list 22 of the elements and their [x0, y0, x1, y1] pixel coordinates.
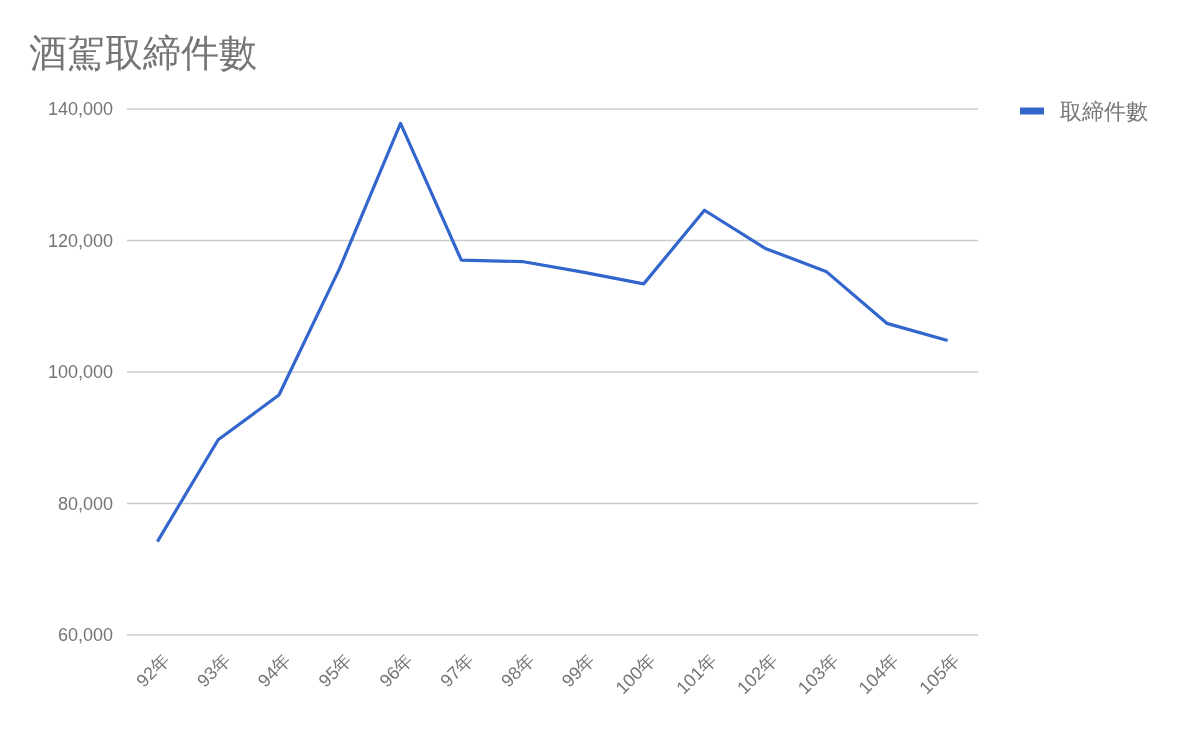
x-tick-label: 99年: [557, 649, 599, 691]
title: 酒駕取締件數: [29, 32, 257, 74]
x-tick-label: 105年: [915, 649, 964, 699]
x-tick-label: 92年: [132, 649, 174, 691]
x-tick-label: 96年: [375, 649, 417, 691]
x-tick-label: 98年: [497, 649, 539, 691]
x-tick-label: 100年: [611, 649, 660, 699]
x-tick-label: 97年: [436, 649, 478, 691]
x-tick-label: 103年: [793, 649, 843, 699]
x-tick-label: 102年: [733, 649, 782, 699]
x-tick-label: 93年: [193, 649, 235, 691]
y-tick-label: 60,000: [57, 625, 113, 645]
x-tick-label: 95年: [314, 649, 356, 691]
x-tick-label: 101年: [672, 649, 721, 699]
y-tick-label: 140,000: [47, 99, 113, 119]
legend-label: 取締件數: [1060, 98, 1148, 124]
x-tick-label: 94年: [254, 649, 296, 691]
y-tick-label: 80,000: [57, 493, 113, 514]
y-tick-label: 100,000: [47, 362, 113, 382]
legend: 取締件數: [1020, 98, 1148, 124]
y-tick-label: 120,000: [47, 230, 113, 251]
x-tick-label: 104年: [854, 649, 903, 699]
